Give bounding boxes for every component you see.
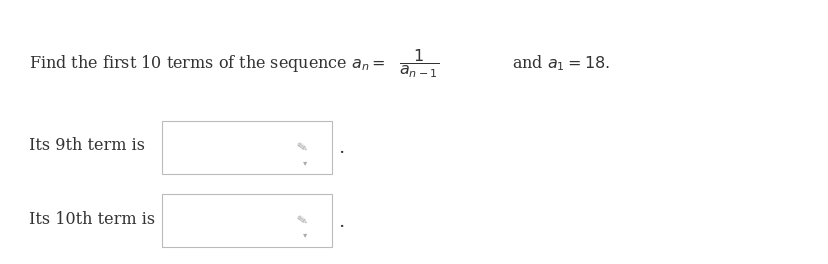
Text: .: .	[338, 139, 344, 157]
Text: ✏: ✏	[292, 211, 310, 229]
Text: ▾: ▾	[303, 230, 307, 239]
Text: Its 9th term is: Its 9th term is	[29, 137, 145, 154]
Text: ▾: ▾	[303, 158, 307, 167]
Text: .: .	[338, 213, 344, 231]
Bar	[161, 194, 331, 247]
Text: and $a_1 = 18.$: and $a_1 = 18.$	[512, 54, 609, 73]
Text: Find the first 10 terms of the sequence $a_n =$: Find the first 10 terms of the sequence …	[29, 53, 385, 74]
Text: ✏: ✏	[292, 139, 310, 157]
Bar	[161, 121, 331, 174]
Text: $\dfrac{1}{a_{n-1}}$: $\dfrac{1}{a_{n-1}}$	[398, 47, 438, 80]
Text: Its 10th term is: Its 10th term is	[29, 211, 155, 228]
